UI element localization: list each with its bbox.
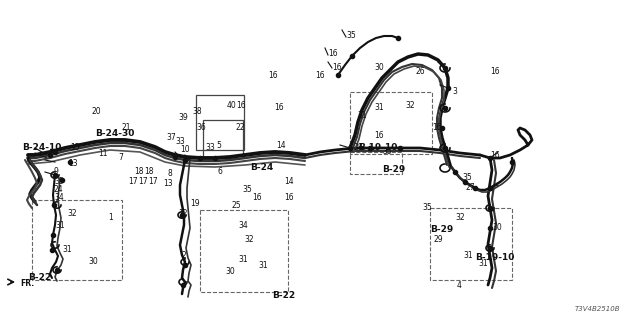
Text: 39: 39 [178, 114, 188, 123]
Text: 22: 22 [235, 124, 244, 132]
Text: 35: 35 [54, 178, 64, 187]
Text: 21: 21 [122, 124, 131, 132]
Text: 28: 28 [354, 143, 364, 153]
Text: 35: 35 [242, 186, 252, 195]
Bar [196, 95, 244, 150]
Text: 16: 16 [284, 194, 294, 203]
Bar [32, 200, 122, 280]
Text: 8: 8 [168, 170, 173, 179]
Text: 17: 17 [128, 177, 138, 186]
Text: 16: 16 [328, 49, 338, 58]
Text: B-24-30: B-24-30 [95, 129, 134, 138]
Text: 14: 14 [284, 178, 294, 187]
Text: B-19-10: B-19-10 [358, 143, 397, 153]
Text: 18: 18 [134, 167, 143, 177]
Text: B-22: B-22 [272, 291, 295, 300]
Text: 33: 33 [205, 143, 215, 153]
Text: 36: 36 [196, 124, 205, 132]
Text: 15: 15 [70, 143, 79, 153]
Text: 11: 11 [98, 148, 108, 157]
Text: 14: 14 [276, 140, 285, 149]
Text: 5: 5 [216, 140, 221, 149]
Text: 7: 7 [118, 154, 123, 163]
Text: 17: 17 [138, 177, 148, 186]
Text: T3V4B2510B: T3V4B2510B [575, 306, 620, 312]
Text: 20: 20 [91, 108, 100, 116]
Text: 35: 35 [346, 30, 356, 39]
Text: 16: 16 [332, 63, 342, 73]
Text: 3: 3 [452, 87, 457, 97]
Text: 18: 18 [144, 167, 154, 177]
Text: 16: 16 [490, 150, 500, 159]
Text: 27: 27 [466, 183, 476, 193]
Text: 16: 16 [315, 70, 324, 79]
Bar [350, 92, 432, 154]
Text: 32: 32 [244, 236, 253, 244]
Text: 40: 40 [227, 100, 237, 109]
Text: 13: 13 [68, 158, 77, 167]
Text: B-29: B-29 [430, 226, 453, 235]
Text: 10: 10 [180, 146, 189, 155]
Text: 29: 29 [434, 236, 444, 244]
Text: B-24: B-24 [250, 163, 273, 172]
Text: 16: 16 [432, 124, 442, 132]
Text: 16: 16 [252, 194, 262, 203]
Text: 30: 30 [225, 268, 235, 276]
Text: 16: 16 [268, 70, 278, 79]
Text: 2: 2 [182, 251, 187, 260]
Text: 16: 16 [236, 100, 246, 109]
Text: 35: 35 [382, 148, 392, 156]
Text: B-24-10: B-24-10 [22, 143, 61, 153]
Text: 25: 25 [232, 201, 242, 210]
Text: 31: 31 [238, 255, 248, 265]
Text: 16: 16 [374, 131, 383, 140]
Text: B-22: B-22 [28, 274, 51, 283]
Text: 16: 16 [274, 103, 284, 113]
Text: 31: 31 [258, 260, 268, 269]
Bar [430, 208, 512, 280]
Text: 17: 17 [148, 177, 157, 186]
Text: 32: 32 [455, 213, 465, 222]
Text: 31: 31 [62, 244, 72, 253]
Text: 19: 19 [190, 199, 200, 209]
Text: 24: 24 [54, 186, 63, 195]
Text: 31: 31 [463, 251, 472, 260]
Text: 34: 34 [238, 220, 248, 229]
Text: 31: 31 [478, 259, 488, 268]
Bar [200, 210, 288, 292]
Text: 4: 4 [457, 281, 462, 290]
Text: 31: 31 [374, 103, 383, 113]
Bar [350, 152, 402, 174]
Text: 35: 35 [462, 173, 472, 182]
Text: B-29: B-29 [382, 165, 405, 174]
Text: 34: 34 [54, 193, 64, 202]
Bar [203, 120, 243, 158]
Text: 32: 32 [67, 209, 77, 218]
Text: 1: 1 [108, 213, 113, 222]
Text: 30: 30 [88, 257, 98, 266]
Text: 13: 13 [163, 180, 173, 188]
Text: 30: 30 [492, 223, 502, 233]
Text: 9: 9 [53, 167, 58, 177]
Text: 35: 35 [422, 204, 432, 212]
Text: 31: 31 [55, 221, 65, 230]
Text: 6: 6 [218, 167, 223, 177]
Text: 12: 12 [178, 210, 188, 219]
Text: 37: 37 [166, 132, 176, 141]
Text: 30: 30 [374, 63, 384, 73]
Text: B-19-10: B-19-10 [475, 253, 515, 262]
Text: 26: 26 [415, 68, 424, 76]
Text: FR.: FR. [20, 278, 34, 287]
Text: 32: 32 [405, 100, 415, 109]
Text: 31: 31 [357, 110, 367, 119]
Text: 16: 16 [490, 68, 500, 76]
Text: 33: 33 [175, 138, 185, 147]
Text: 38: 38 [192, 108, 202, 116]
